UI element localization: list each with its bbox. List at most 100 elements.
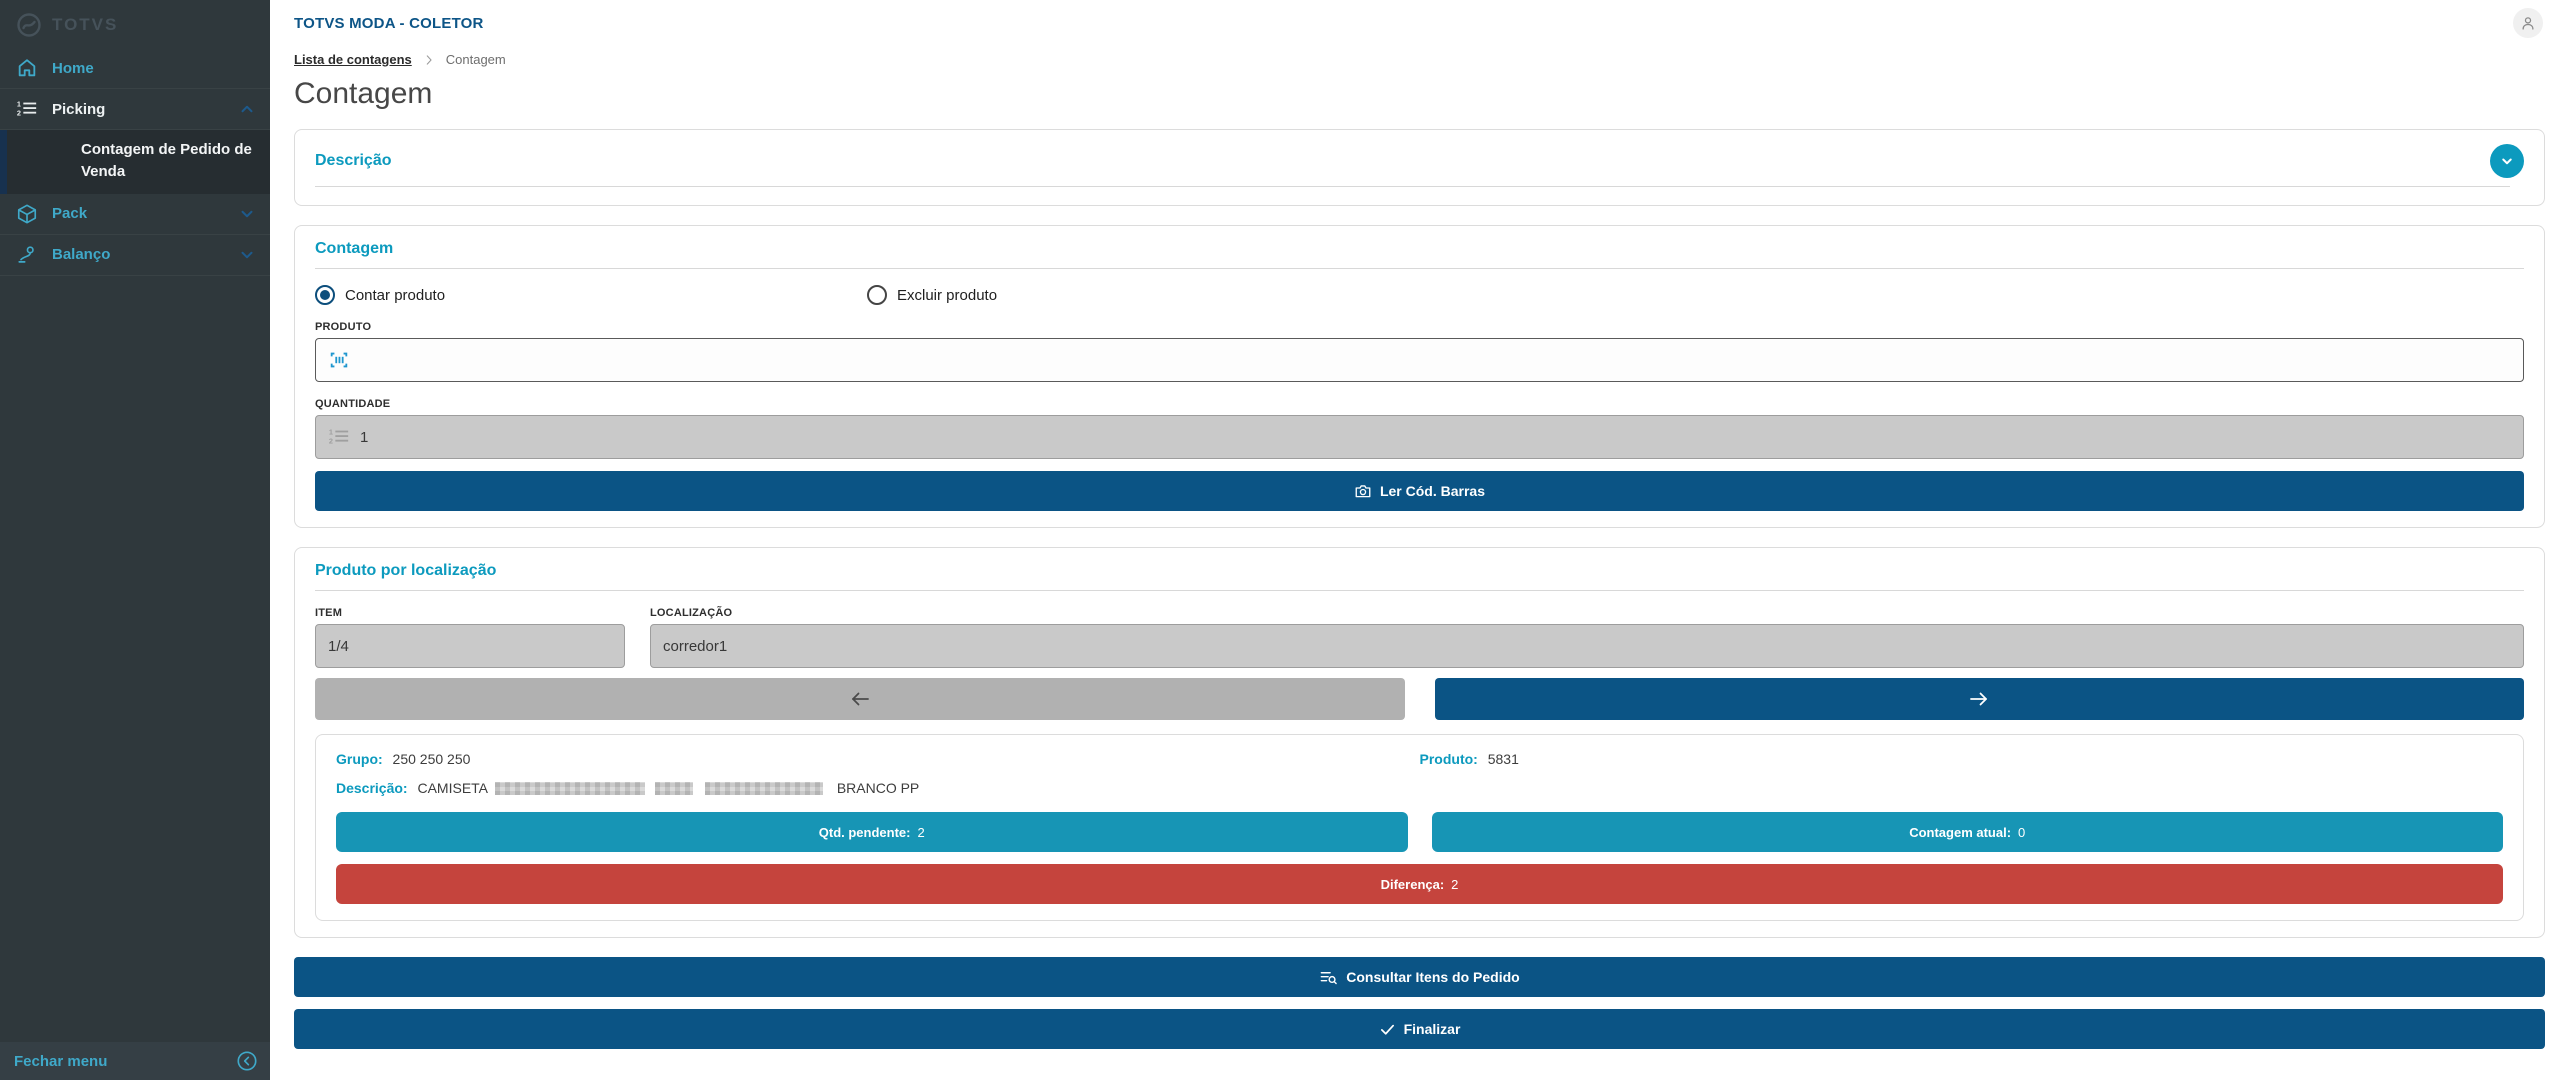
difference-label: Diferença: [1380,876,1445,892]
sidebar-item-pack[interactable]: Pack [0,194,270,235]
totvs-logo-text: TOTVS [52,15,119,34]
item-value: 1/4 [328,637,349,655]
page-title: Contagem [294,77,433,110]
package-icon [17,203,37,224]
product-field: Produto: 5831 [1420,751,2504,767]
sidebar-item-balanco[interactable]: Balanço [0,235,270,276]
counting-card: Contagem Contar produto Excluir produto … [294,225,2545,528]
pending-qty-value: 2 [917,824,925,840]
description-field: Descrição: CAMISETA BRANCO PP [336,780,2503,796]
location-input[interactable]: corredor1 [650,624,2524,668]
sidebar-item-label: Balanço [52,246,111,263]
sidebar-item-home[interactable]: Home [0,48,270,89]
consult-order-items-button[interactable]: Consultar Itens do Pedido [294,957,2545,997]
quantity-value: 1 [360,428,369,446]
sidebar-item-picking[interactable]: 1 2 Picking [0,89,270,130]
counting-card-title: Contagem [315,240,394,257]
description-value-suffix: BRANCO PP [836,780,920,796]
page-actions: Consultar Itens do Pedido Finalizar [294,957,2545,1059]
chevron-down-icon [2502,158,2512,165]
svg-text:2: 2 [17,108,21,117]
current-count-label: Contagem atual: [1909,824,2012,840]
quantity-field-label: QUANTIDADE [315,398,391,410]
previous-location-button[interactable] [315,678,1405,720]
svg-text:2: 2 [329,436,333,445]
breadcrumb: Lista de contagens Contagem [294,52,2545,67]
read-barcode-button[interactable]: Ler Cód. Barras [315,471,2524,511]
location-card: Produto por localização ITEM 1/4 LOCALIZ… [294,547,2545,938]
page-content: Lista de contagens Contagem Contagem Des… [270,46,2557,1080]
location-fields: ITEM 1/4 LOCALIZAÇÃO corredor1 [315,591,2524,668]
location-card-title: Produto por localização [315,562,497,579]
svg-text:1: 1 [17,99,21,108]
sidebar-nav: Home 1 2 Picking Contagem de Pedido de V… [0,48,270,276]
pending-qty-label: Qtd. pendente: [818,824,911,840]
location-field-label: LOCALIZAÇÃO [650,607,733,619]
finish-label: Finalizar [1403,1021,1461,1037]
home-icon [18,59,36,77]
product-input[interactable] [315,338,2524,382]
product-info-card: Grupo: 250 250 250 Produto: 5831 Descriç… [315,734,2524,921]
close-menu-button[interactable]: Fechar menu [0,1042,270,1080]
group-value: 250 250 250 [392,751,471,767]
main-area: TOTVS MODA - COLETOR Lista de contagens … [270,0,2557,1080]
item-input[interactable]: 1/4 [315,624,625,668]
sidebar-item-label: Home [52,59,94,77]
divider [315,590,2524,591]
difference-value: 2 [1451,876,1459,892]
product-field-label: PRODUTO [315,321,372,333]
next-location-button[interactable] [1434,678,2524,720]
chevron-up-icon [241,105,253,113]
group-field: Grupo: 250 250 250 [336,751,1420,767]
numbered-list-icon: 1 2 [329,427,349,445]
radio-label: Contar produto [345,286,446,304]
redacted-text [704,782,823,795]
consult-order-items-label: Consultar Itens do Pedido [1346,969,1520,985]
current-count-value: 0 [2018,824,2026,840]
quantity-input[interactable]: 1 2 1 [315,415,2524,459]
description-card: Descrição [294,129,2545,206]
description-value-prefix: CAMISETA [417,780,488,796]
redacted-text [655,782,694,795]
sidebar-item-label: Pack [52,205,88,222]
breadcrumb-chevron-icon [422,53,436,67]
finish-button[interactable]: Finalizar [294,1009,2545,1049]
sidebar-item-label: Picking [52,100,106,118]
expand-description-button[interactable] [2490,144,2524,178]
radio-unselected-icon [867,285,887,305]
user-avatar-button[interactable] [2513,8,2543,38]
item-field-label: ITEM [315,607,343,619]
breadcrumb-link-lista-de-contagens[interactable]: Lista de contagens [294,52,412,67]
barcode-scan-icon [330,352,348,368]
sidebar-item-contagem-de-pedido-de-venda[interactable]: Contagem de Pedido de Venda [0,130,270,194]
close-menu-label: Fechar menu [14,1052,108,1070]
svg-text:1: 1 [329,427,333,436]
totvs-logo-icon [17,13,41,37]
search-list-icon [1320,971,1338,984]
camera-icon [1355,485,1371,498]
product-value: 5831 [1487,751,1519,767]
radio-contar-produto[interactable]: Contar produto [315,285,867,305]
location-value: corredor1 [663,637,728,655]
numbered-list-icon: 1 2 [17,99,37,117]
chevron-left-circle-icon [237,1051,257,1071]
chevron-down-icon [241,251,253,258]
product-label: Produto: [1419,751,1478,767]
pending-qty-badge: Qtd. pendente: 2 [336,812,1408,852]
location-pin-icon [18,245,34,263]
divider [315,268,2524,269]
group-label: Grupo: [336,751,383,767]
radio-excluir-produto[interactable]: Excluir produto [867,285,997,305]
description-card-title: Descrição [315,152,392,169]
sidebar: TOTVS Home 1 2 Picking [0,0,270,1080]
totvs-logo: TOTVS [0,0,270,48]
arrow-right-icon [1970,692,1988,706]
person-icon [2522,17,2534,30]
chevron-down-icon [241,210,253,217]
radio-group: Contar produto Excluir produto [315,285,2524,305]
read-barcode-label: Ler Cód. Barras [1379,483,1486,499]
description-label: Descrição: [336,780,408,796]
radio-selected-icon [315,285,335,305]
radio-label: Excluir produto [897,286,998,304]
